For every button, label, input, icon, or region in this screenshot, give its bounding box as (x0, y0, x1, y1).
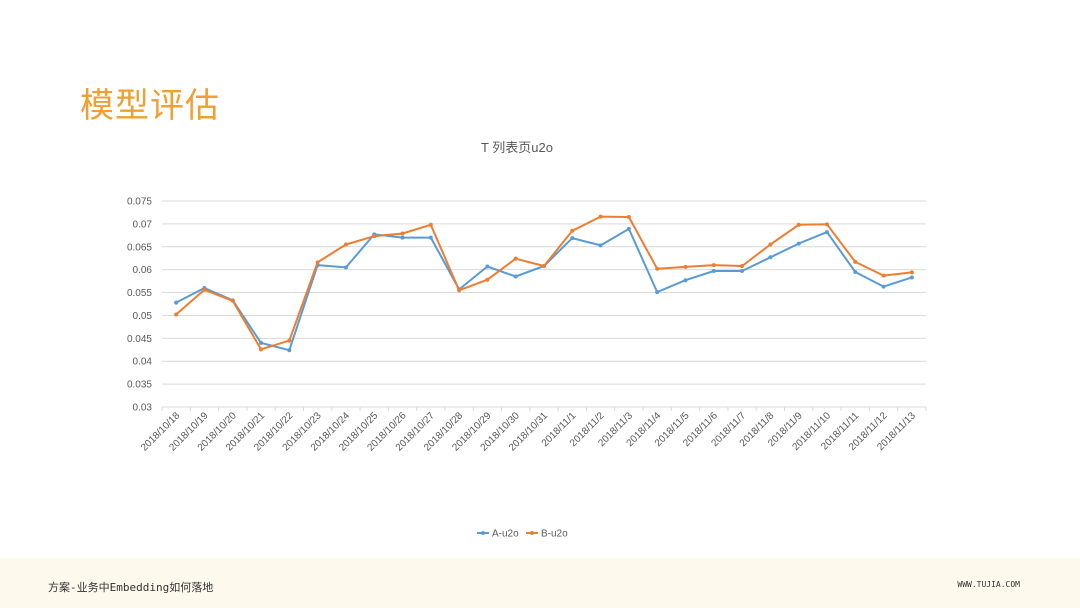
data-point (174, 300, 179, 305)
data-point (457, 288, 462, 293)
data-point (740, 264, 745, 269)
data-point (768, 255, 773, 260)
chart-title: T 列表页u2o (481, 140, 553, 155)
y-tick-label: 0.045 (127, 334, 152, 345)
data-point (230, 298, 235, 303)
legend-marker (481, 531, 485, 535)
data-point (796, 241, 801, 246)
data-point (683, 278, 688, 283)
data-point (853, 269, 858, 274)
data-point (400, 235, 405, 240)
series-layer (174, 214, 914, 353)
data-point (796, 222, 801, 227)
y-tick-label: 0.03 (133, 403, 153, 414)
data-point (400, 231, 405, 236)
data-point (909, 270, 914, 275)
data-point (824, 230, 829, 235)
legend-label: A-u2o (492, 529, 519, 540)
data-point (626, 226, 631, 231)
y-axis-ticks: 0.075 0.07 0.065 0.06 0.055 0.05 0.045 0.04 0.03… (127, 197, 152, 414)
footer-url: WWW.TUJIA.COM (957, 580, 1020, 589)
data-point (485, 277, 490, 282)
data-point (768, 242, 773, 247)
data-point (315, 260, 320, 265)
data-point (542, 264, 546, 269)
data-point (626, 215, 631, 220)
grid-lines (162, 200, 926, 408)
data-point (287, 338, 292, 343)
line-chart: T 列表页u2o 0.075 0.07 0.065 0.06 0.055 0.05 0.04… (127, 140, 927, 540)
y-tick-label: 0.065 (127, 242, 152, 253)
data-point (485, 264, 490, 269)
y-tick-label: 0.06 (133, 265, 153, 276)
data-point (740, 269, 745, 274)
data-point (881, 284, 886, 289)
data-point (598, 214, 603, 219)
data-point (711, 263, 716, 268)
legend-marker (530, 531, 534, 535)
footer-bar: 方案-业务中Embedding如何落地 WWW.TUJIA.COM (0, 558, 1080, 608)
data-point (711, 269, 716, 274)
data-point (174, 312, 179, 317)
data-point (287, 348, 292, 353)
data-point (570, 228, 575, 233)
data-point (259, 347, 264, 352)
data-point (343, 265, 348, 270)
data-point (428, 222, 433, 227)
data-point (202, 287, 207, 292)
series-line-b (175, 215, 913, 351)
data-point (513, 274, 518, 279)
y-tick-label: 0.04 (133, 357, 153, 368)
data-point (570, 236, 575, 241)
data-point (372, 234, 377, 239)
data-point (909, 275, 914, 280)
data-point (683, 264, 688, 269)
data-point (881, 273, 886, 278)
y-tick-label: 0.055 (127, 288, 152, 299)
x-axis-ticks: 2018/10/182018/10/192018/10/202018/10/21… (139, 407, 927, 454)
footer-caption: 方案-业务中Embedding如何落地 (48, 581, 214, 594)
y-tick-label: 0.07 (133, 219, 153, 230)
data-point (853, 259, 858, 264)
page-title: 模型评估 (80, 86, 220, 126)
data-point (598, 243, 603, 248)
legend-label: B-u2o (541, 529, 568, 540)
data-point (343, 242, 348, 247)
data-point (655, 266, 660, 271)
data-point (259, 340, 264, 345)
legend: A-u2o B-u2o (477, 529, 568, 540)
y-tick-label: 0.035 (127, 380, 152, 391)
y-tick-label: 0.05 (133, 311, 153, 322)
data-point (513, 256, 518, 261)
data-point (428, 235, 433, 240)
y-tick-label: 0.075 (127, 197, 152, 208)
data-point (655, 290, 660, 295)
data-point (824, 222, 829, 227)
